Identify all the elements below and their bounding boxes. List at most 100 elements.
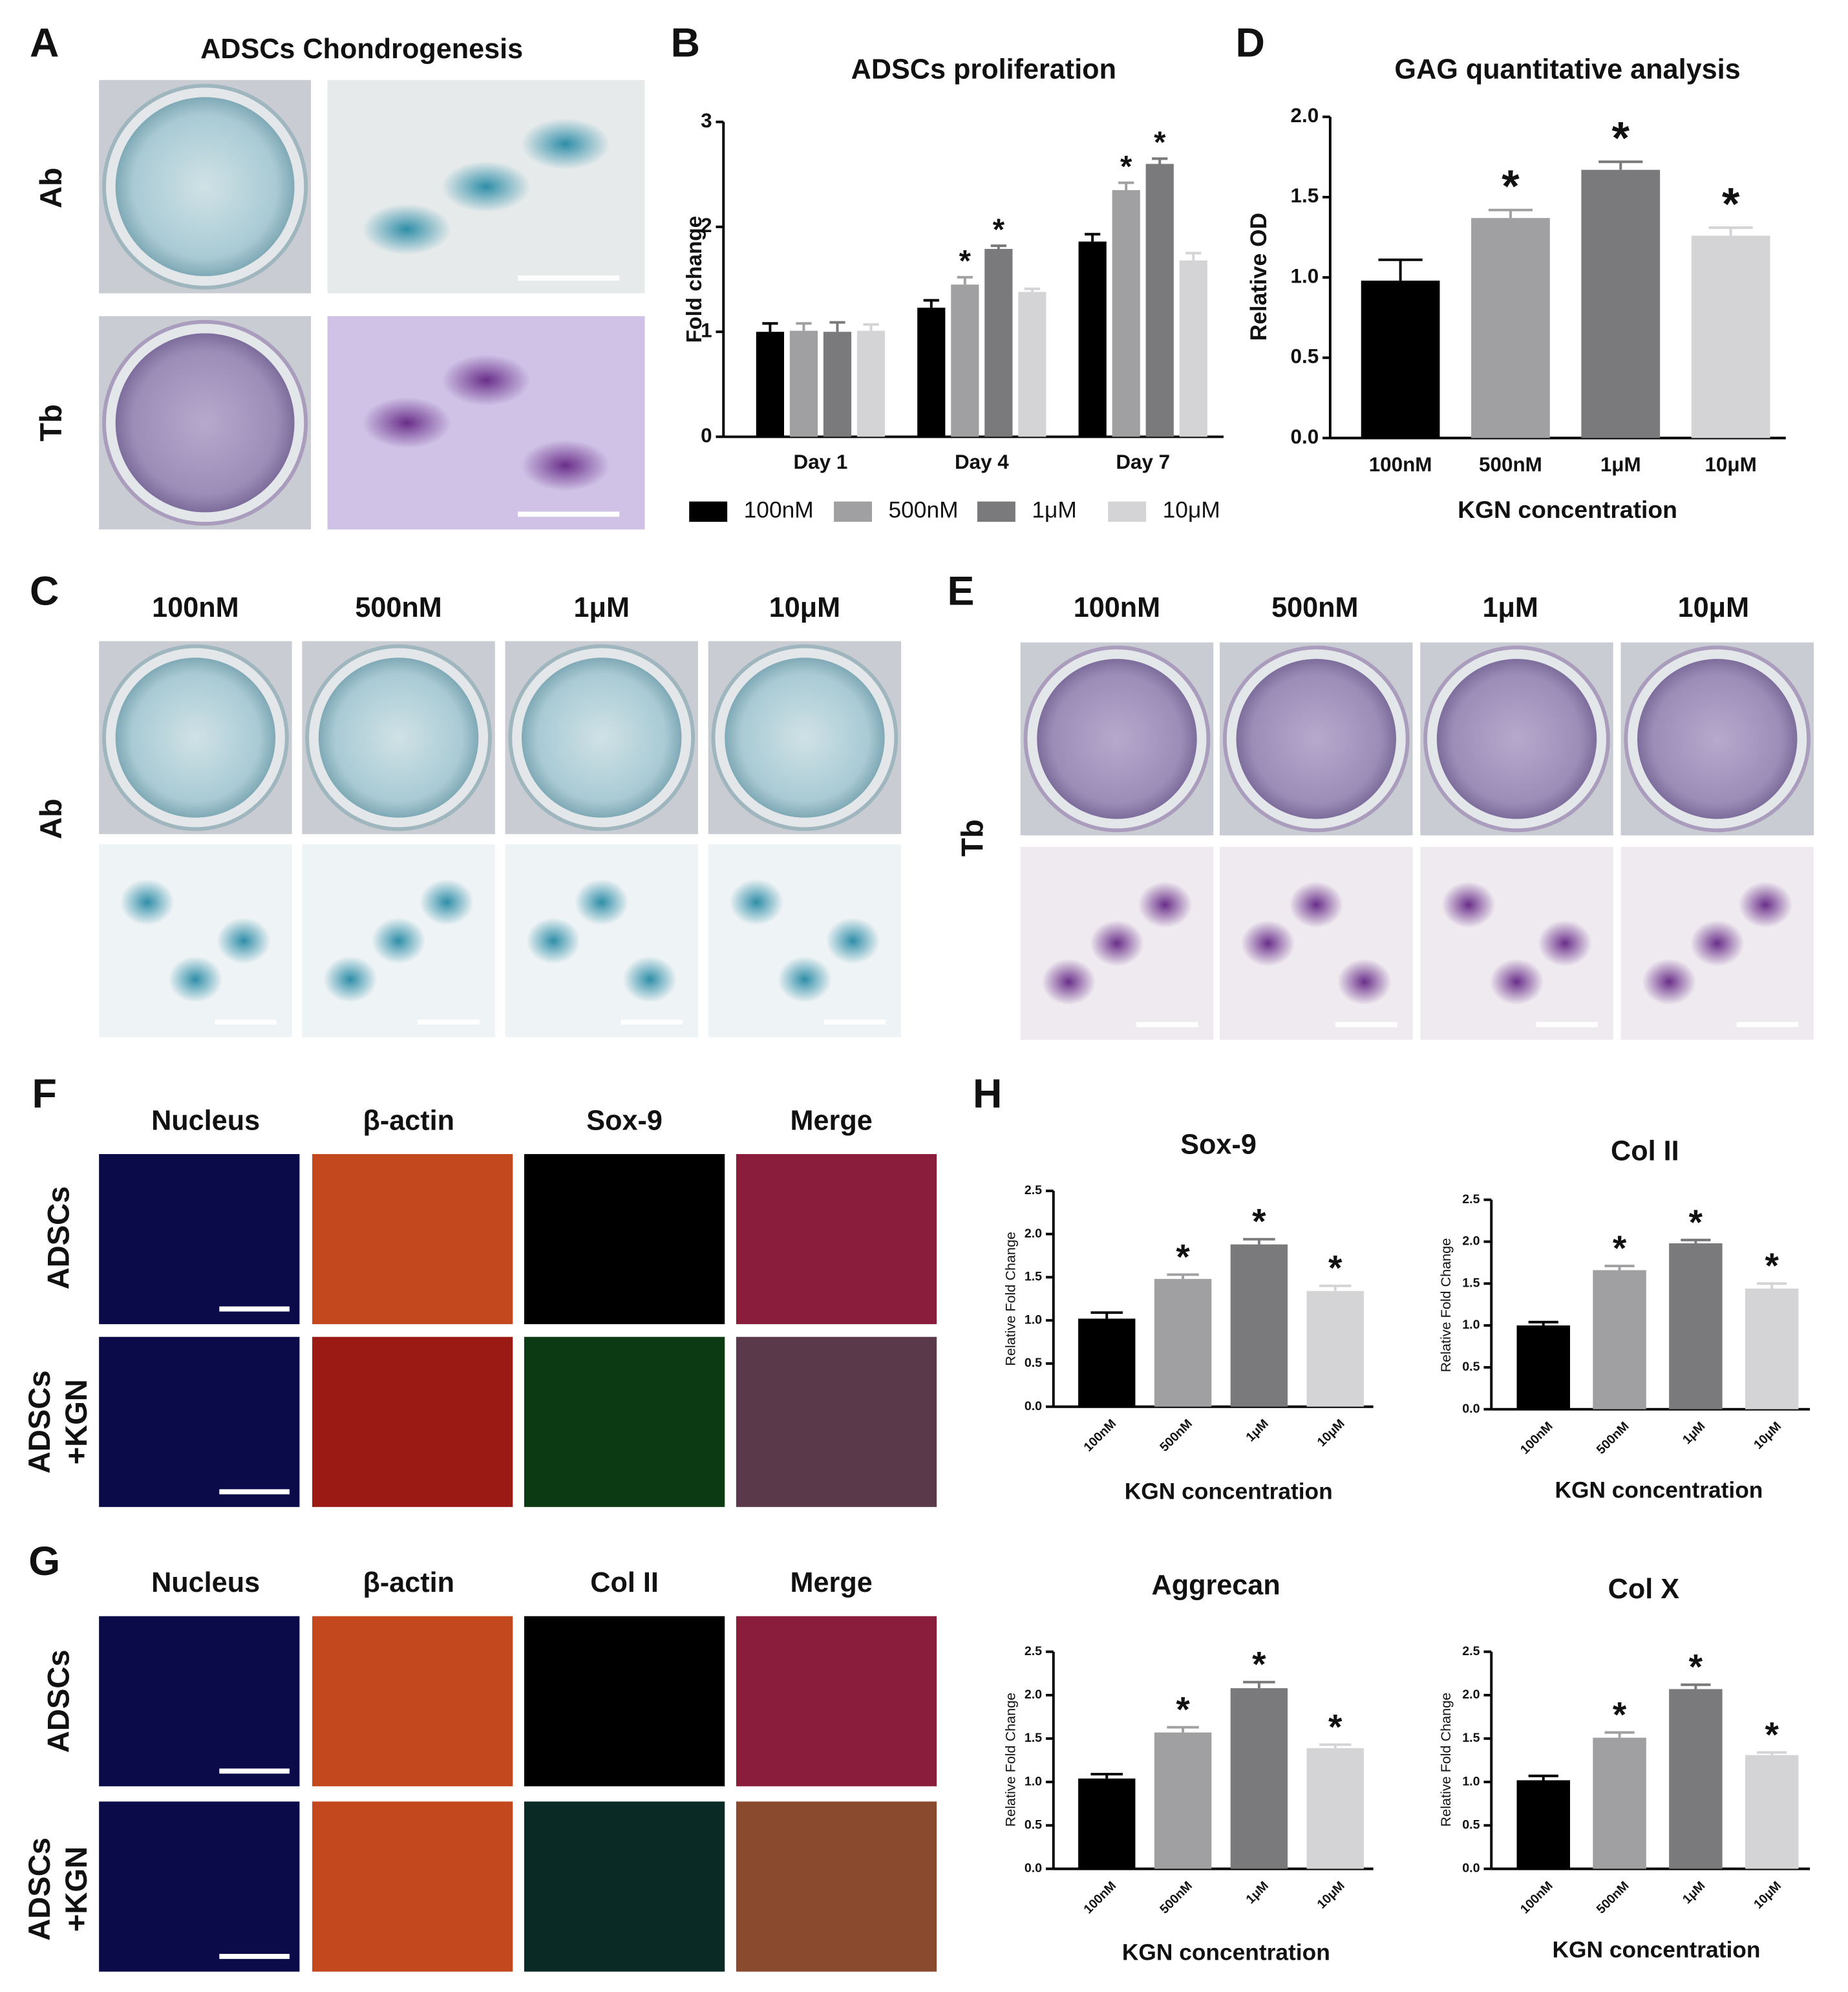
x-tick-label: 1μM	[1600, 453, 1641, 476]
y-tick-label: 0.0	[1025, 1399, 1042, 1413]
error-bar	[762, 322, 778, 332]
error-bar	[1243, 1680, 1275, 1689]
bar	[1593, 1270, 1646, 1409]
column-label: Merge	[791, 1105, 873, 1136]
fluorescence-image	[99, 1616, 300, 1786]
error-bar	[829, 321, 845, 332]
fluorescence-image	[99, 1336, 300, 1507]
x-tick-label: 10μM	[1315, 1417, 1348, 1450]
chart-title: Aggrecan	[1152, 1570, 1280, 1601]
error-bar	[1757, 1751, 1787, 1755]
y-tick-label: 0.0	[1025, 1861, 1042, 1876]
column-label: 1μM	[574, 592, 630, 623]
x-axis-label: KGN concentration	[1555, 1478, 1763, 1503]
stain-cluster	[441, 354, 531, 406]
x-tick-label: Day 7	[1116, 451, 1170, 473]
x-tick-label: 100nM	[1369, 453, 1432, 476]
error-bar	[1681, 1683, 1711, 1689]
column-label: Sox-9	[586, 1105, 663, 1136]
row-label: ADSCs	[22, 1370, 56, 1473]
bar	[1078, 241, 1107, 437]
stain-cluster	[1642, 958, 1696, 1005]
x-tick-label: Day 1	[794, 451, 848, 473]
column-label: 100nM	[152, 592, 239, 623]
well-stain	[115, 333, 295, 513]
y-tick-label: 2.5	[1462, 1192, 1480, 1206]
x-tick-label: 500nM	[1594, 1419, 1632, 1457]
bar	[1230, 1688, 1288, 1869]
error-bar	[1243, 1237, 1275, 1245]
y-tick-label: 1.5	[1462, 1731, 1480, 1745]
stain-cluster	[526, 917, 580, 964]
x-tick-label: 1μM	[1244, 1417, 1271, 1444]
error-bar	[1167, 1273, 1199, 1280]
y-tick-label: 1.0	[1462, 1774, 1480, 1788]
y-tick-label: 1.5	[1291, 184, 1319, 207]
legend-label: 10μM	[1163, 498, 1220, 523]
x-tick-label: 10μM	[1705, 453, 1756, 476]
chart-title: ADSCs proliferation	[851, 54, 1116, 85]
stain-cluster	[521, 440, 610, 491]
y-tick-label: 0.5	[1025, 1818, 1042, 1832]
y-tick-label: 2.0	[1025, 1687, 1042, 1702]
legend-label: 1μM	[1032, 498, 1076, 523]
significance-mark: *	[1502, 160, 1520, 211]
y-tick-label: 0.0	[1291, 425, 1319, 448]
bar	[1669, 1243, 1723, 1409]
column-label: 500nM	[1271, 592, 1358, 623]
fluorescence-image	[99, 1801, 300, 1972]
legend-swatch	[1108, 501, 1147, 522]
x-tick-label: 1μM	[1680, 1879, 1708, 1907]
panel-letter: A	[30, 20, 59, 65]
x-tick-label: 10μM	[1751, 1419, 1784, 1452]
panel-letter: E	[947, 569, 974, 614]
bar	[1306, 1291, 1364, 1407]
panel-letter: C	[30, 569, 59, 614]
error-bar	[796, 322, 812, 331]
well-stain	[725, 658, 885, 818]
row-label: Ab	[34, 167, 68, 208]
significance-mark: *	[1765, 1245, 1779, 1285]
row-label: Tb	[34, 404, 68, 442]
column-label: Col II	[590, 1567, 659, 1598]
significance-mark: *	[1154, 125, 1166, 159]
y-tick-label: 1.5	[1462, 1276, 1480, 1290]
photo-layer	[99, 80, 1814, 1972]
y-tick-label: 2.5	[1462, 1644, 1480, 1658]
x-axis-label: KGN concentration	[1553, 1937, 1761, 1962]
column-label: Merge	[791, 1567, 873, 1598]
legend-swatch	[977, 501, 1015, 522]
fluorescence-image	[312, 1153, 513, 1325]
stain-cluster	[168, 956, 223, 1003]
y-tick-label: 0.5	[1025, 1356, 1042, 1370]
stain-cluster	[1289, 881, 1344, 928]
bar	[1581, 169, 1661, 438]
stain-cluster	[1240, 920, 1295, 967]
chart-title: Col X	[1608, 1574, 1680, 1605]
legend-swatch	[689, 501, 728, 522]
y-tick-label: 0.5	[1462, 1818, 1480, 1832]
significance-mark: *	[1328, 1706, 1343, 1746]
stain-cluster	[622, 956, 677, 1003]
error-bar	[1167, 1726, 1199, 1733]
error-bar	[1319, 1743, 1352, 1748]
column-label: 100nM	[1074, 592, 1160, 623]
fluorescence-image	[524, 1153, 725, 1325]
y-tick-label: 2.0	[1462, 1234, 1480, 1248]
significance-mark: *	[1252, 1644, 1266, 1684]
x-tick-label: 10μM	[1315, 1879, 1348, 1912]
column-label: Nucleus	[151, 1105, 260, 1136]
panel-title: ADSCs Chondrogenesis	[200, 34, 523, 65]
column-label: 500nM	[355, 592, 441, 623]
x-axis-label: KGN concentration	[1458, 496, 1677, 523]
column-label: 10μM	[769, 592, 840, 623]
x-tick-label: 500nM	[1479, 453, 1542, 476]
bar	[1471, 218, 1550, 438]
bar	[1691, 235, 1770, 438]
x-tick-label: 100nM	[1081, 1417, 1119, 1455]
bar	[1154, 1279, 1212, 1407]
panel-letter: H	[973, 1071, 1002, 1117]
column-label: β-actin	[363, 1105, 455, 1136]
y-tick-label: 1.0	[1025, 1312, 1042, 1327]
